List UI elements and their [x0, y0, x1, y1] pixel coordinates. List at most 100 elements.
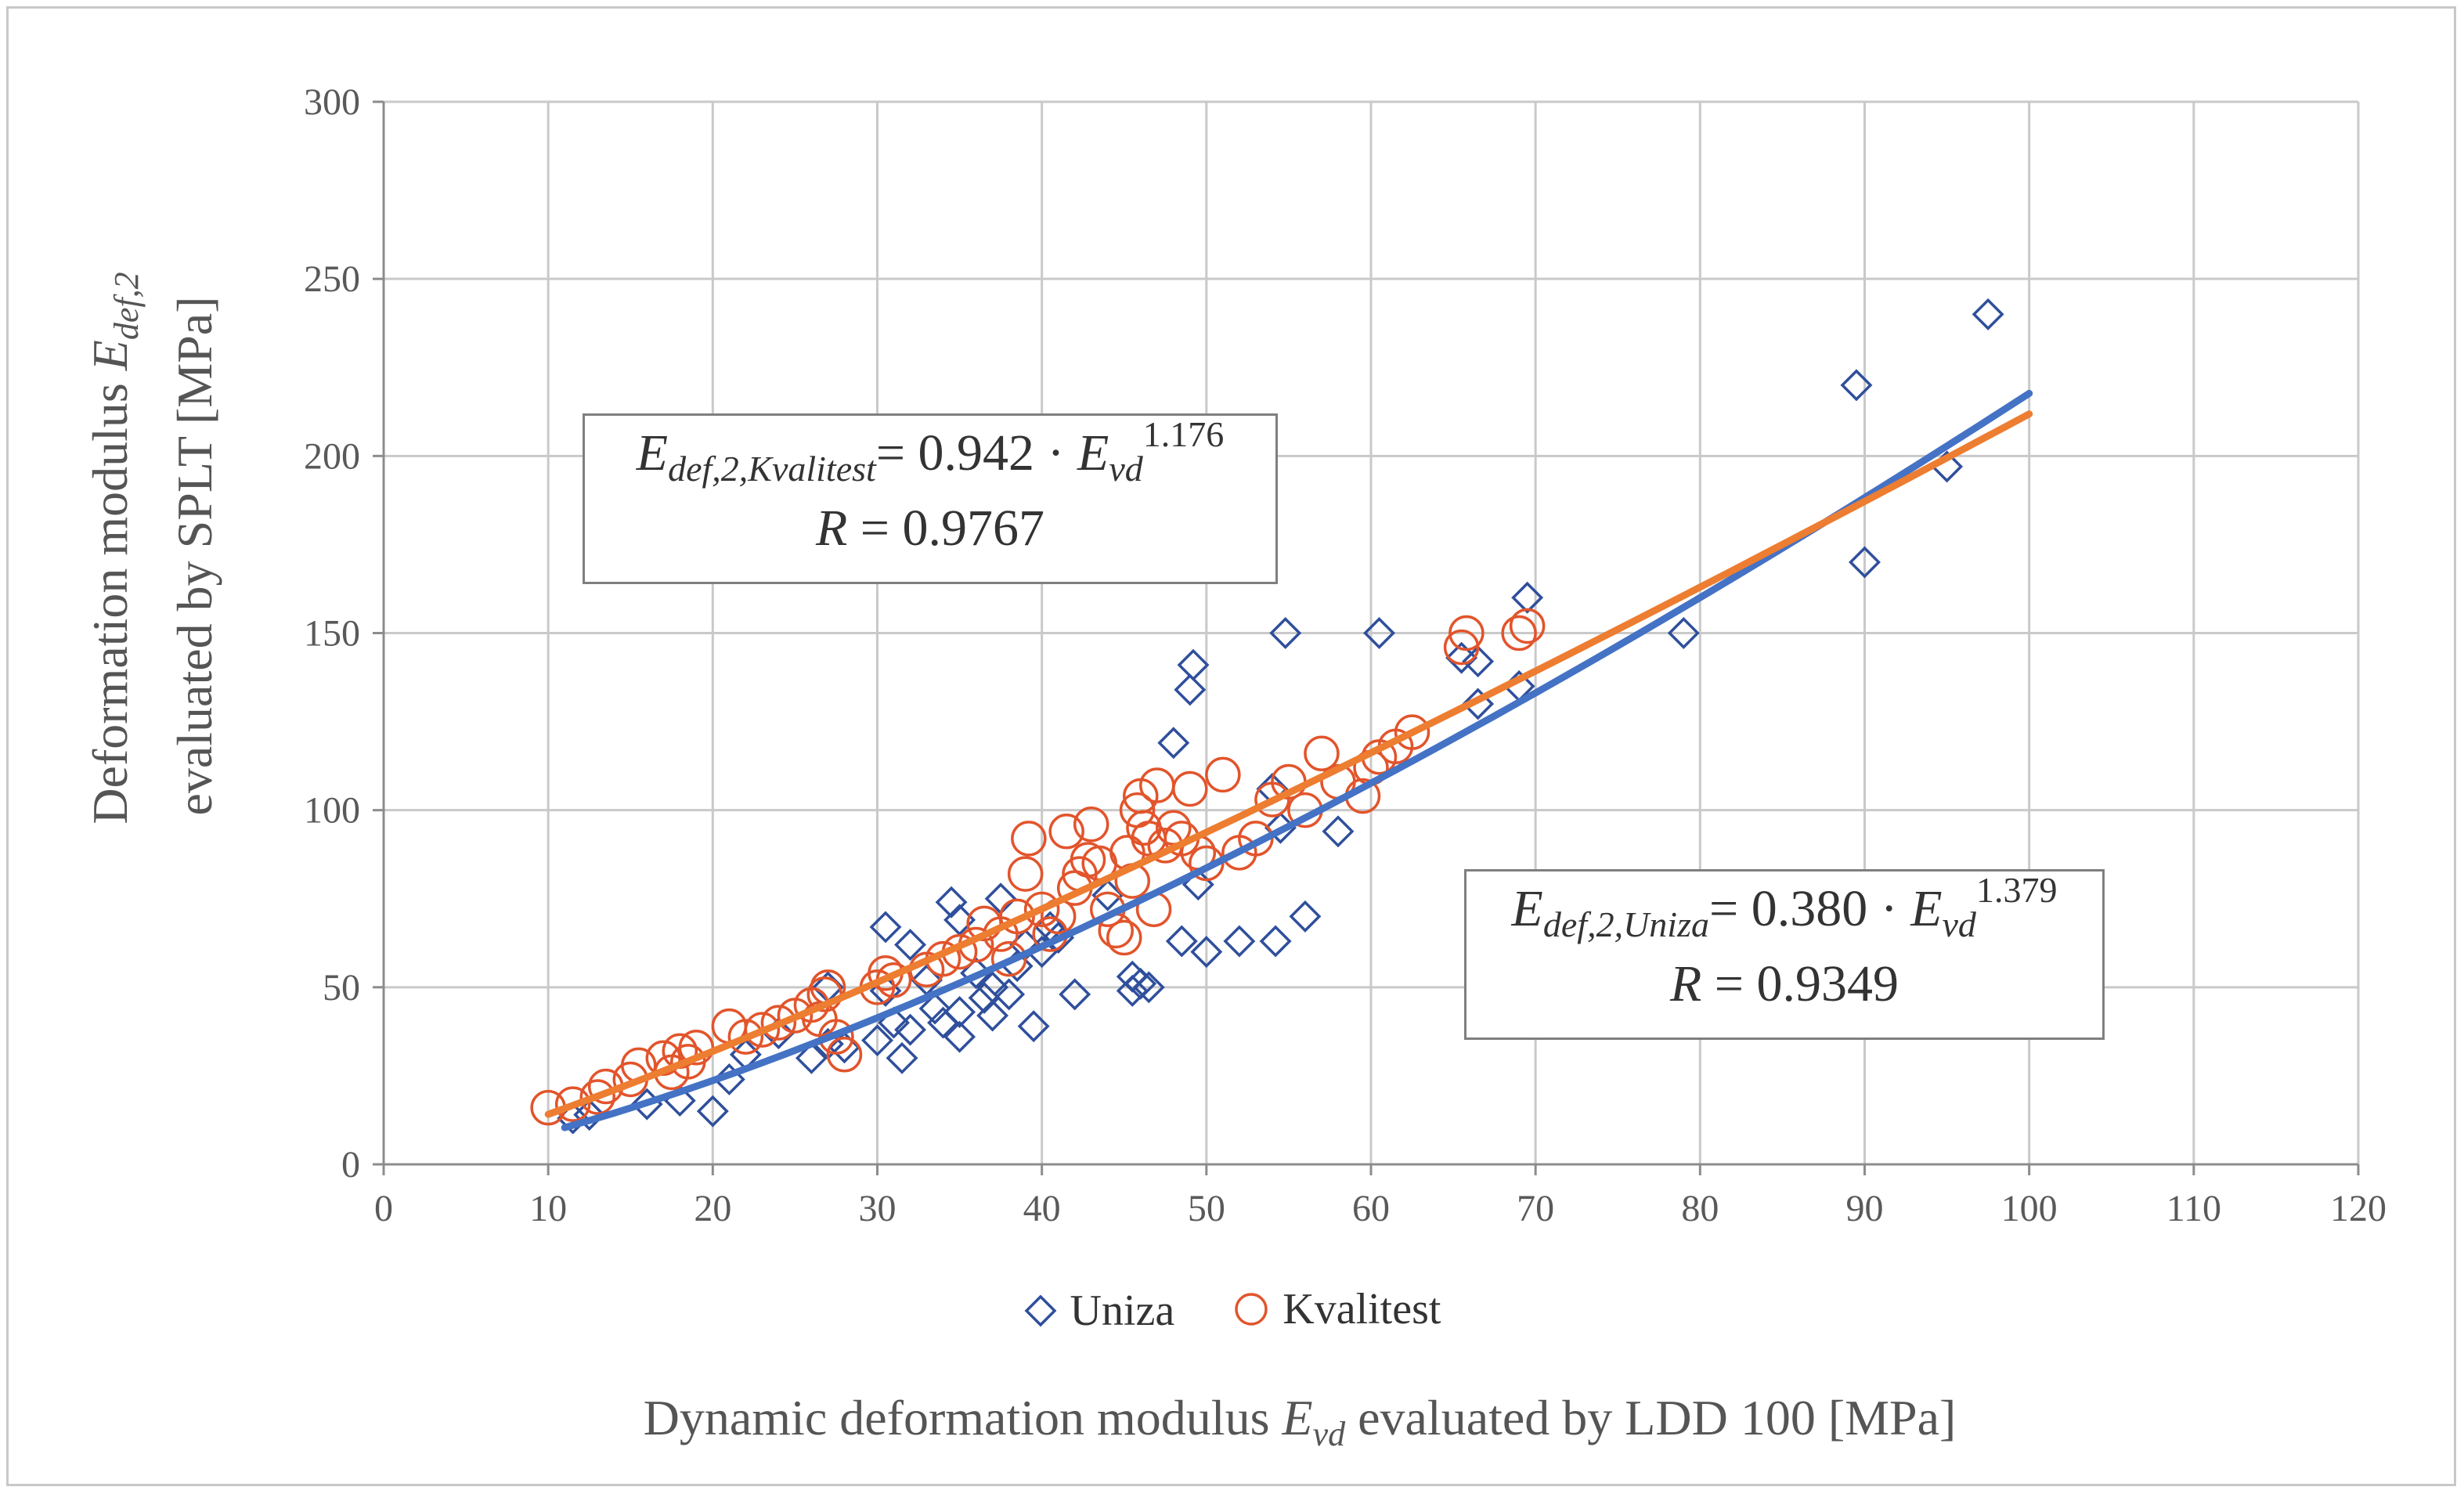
kvalitest-point: [760, 1005, 797, 1041]
x-axis-title-pre: Dynamic deformation modulus: [644, 1390, 1283, 1445]
uniza-point: [968, 981, 1001, 1014]
y-axis-title-line1: Deformation modulus Edef,2: [82, 272, 146, 824]
uniza-point: [894, 1013, 927, 1046]
legend-label-uniza: Uniza: [1070, 1286, 1175, 1335]
uniza-point: [935, 886, 968, 918]
kvalitest-r-value: R = 0.9767: [585, 491, 1275, 566]
uniza-r-value: R = 0.9349: [1466, 947, 2102, 1022]
kvalitest-point: [1501, 615, 1537, 651]
y-tick-label: 200: [304, 435, 360, 477]
uniza-point: [1259, 925, 1292, 958]
x-axis-title-post: evaluated by LDD 100 [MPa]: [1345, 1390, 1956, 1445]
y-tick-label: 100: [304, 790, 360, 832]
x-tick-label: 30: [859, 1188, 896, 1229]
uniza-r-val: = 0.9349: [1701, 955, 1899, 1012]
kvalitest-point: [990, 940, 1027, 977]
x-tick-label: 0: [374, 1188, 393, 1229]
x-tick-label: 80: [1681, 1188, 1719, 1229]
uniza-point: [1177, 648, 1210, 681]
uniza-point: [795, 1041, 828, 1074]
kvalitest-point: [554, 1086, 591, 1122]
legend-label-kvalitest: Kvalitest: [1283, 1285, 1441, 1333]
uniza-point: [869, 911, 902, 944]
x-tick-label: 10: [529, 1188, 567, 1229]
uniza-point: [1840, 369, 1873, 402]
kvalitest-trend-line: [544, 410, 2033, 1118]
y-axis-title-line2: evaluated by SPLT [MPa]: [167, 296, 222, 815]
uniza-point: [976, 971, 1009, 1004]
kvalitest-point: [579, 1079, 615, 1115]
uniza-point: [1116, 974, 1149, 1007]
x-tick-label: 20: [694, 1188, 731, 1229]
uniza-point: [696, 1095, 729, 1128]
kvalitest-point: [826, 1037, 863, 1073]
kvalitest-point: [1023, 891, 1060, 928]
kvalitest-point: [1172, 770, 1208, 807]
kvalitest-eq-var2: E: [1077, 424, 1109, 482]
x-axis-title: Dynamic deformation modulus Evd evaluate…: [644, 1390, 1957, 1453]
chart-frame: [6, 6, 2456, 1486]
uniza-eq-sub: def,2,Uniza: [1542, 904, 1709, 944]
uniza-point: [1059, 978, 1091, 1011]
uniza-point: [1190, 936, 1223, 969]
y-tick-labels: 0 50 100 150 200 250 300: [304, 81, 360, 1185]
kvalitest-point: [1048, 814, 1084, 850]
uniza-point: [1174, 673, 1207, 706]
kvalitest-point: [1394, 714, 1430, 750]
uniza-point: [1269, 617, 1302, 649]
x-tick-label: 110: [2166, 1188, 2221, 1229]
x-tick-label: 40: [1023, 1188, 1061, 1229]
uniza-point: [1322, 815, 1355, 848]
uniza-point: [943, 1020, 976, 1053]
y-tick-label: 0: [341, 1144, 360, 1185]
legend-item-kvalitest[interactable]: Kvalitest: [1232, 1284, 1441, 1334]
uniza-point: [993, 978, 1026, 1011]
y-tick-label: 50: [323, 967, 360, 1009]
uniza-point: [1017, 1010, 1050, 1043]
uniza-point: [1091, 879, 1124, 911]
kvalitest-point: [1007, 856, 1044, 892]
uniza-point: [1511, 581, 1544, 614]
kvalitest-eq-exp: 1.176: [1142, 414, 1225, 454]
kvalitest-point: [1011, 821, 1047, 857]
uniza-point: [1124, 967, 1157, 1000]
uniza-eq-exp: 1.379: [1975, 870, 2058, 910]
kvalitest-point: [678, 1029, 715, 1066]
kvalitest-point: [1205, 756, 1241, 793]
circle-marker-icon: [1235, 1293, 1268, 1326]
kvalitest-point: [1448, 615, 1485, 651]
legend-item-uniza[interactable]: Uniza: [1023, 1286, 1175, 1336]
x-tick-label: 60: [1352, 1188, 1390, 1229]
uniza-point: [1849, 546, 1881, 579]
uniza-point: [1157, 727, 1190, 760]
x-axis-title-var: E: [1281, 1390, 1312, 1445]
y-axis-title-var: E: [82, 340, 138, 371]
kvalitest-eq-sub: def,2,Kvalitest: [668, 449, 876, 489]
kvalitest-point: [1443, 629, 1480, 666]
uniza-eq-sub2: vd: [1942, 904, 1976, 944]
x-tick-label: 50: [1188, 1188, 1225, 1229]
y-axis-title-sub: def,2: [107, 272, 146, 340]
x-tick-label: 70: [1517, 1188, 1554, 1229]
kvalitest-eq-sub2: vd: [1109, 449, 1143, 489]
y-axis-title-pre: Deformation modulus: [82, 370, 138, 824]
uniza-point: [1462, 687, 1495, 720]
kvalitest-point: [1073, 807, 1109, 843]
diamond-marker-icon: [1024, 1294, 1057, 1327]
uniza-point: [943, 996, 976, 1028]
uniza-point: [573, 1099, 606, 1131]
uniza-point: [894, 929, 927, 962]
y-tick-label: 150: [304, 613, 360, 655]
y-tick-label: 250: [304, 258, 360, 300]
kvalitest-r-var: R: [815, 500, 848, 557]
uniza-point: [1289, 900, 1322, 933]
x-axis-title-sub: vd: [1313, 1415, 1347, 1453]
uniza-equation: Edef,2,Uniza= 0.380 · Evd1.379: [1466, 872, 2102, 947]
uniza-eq-mid: = 0.380 ·: [1708, 880, 1911, 937]
uniza-eq-var2: E: [1910, 880, 1943, 937]
kvalitest-equation: Edef,2,Kvalitest= 0.942 · Evd1.176: [585, 416, 1275, 491]
kvalitest-point: [1106, 919, 1142, 956]
legend: Uniza Kvalitest: [0, 1284, 2464, 1339]
uniza-point: [1972, 298, 2004, 330]
kvalitest-point: [818, 1019, 854, 1055]
